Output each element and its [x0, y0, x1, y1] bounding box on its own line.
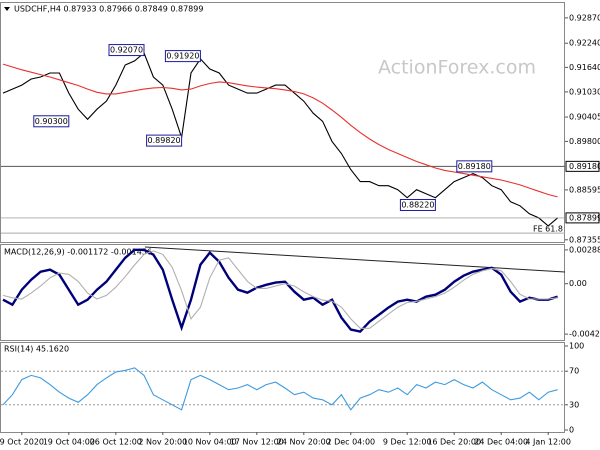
- y-tick-label: 100: [569, 342, 584, 351]
- fib-label: FE 61.8: [533, 225, 563, 234]
- y-tick-label: 0.91030: [569, 87, 600, 96]
- annotation-label: 0.92070: [110, 46, 143, 55]
- x-tick-label: 26 Oct 12:00: [90, 438, 142, 447]
- x-tick-label: 10 Nov 04:00: [183, 438, 237, 447]
- rsi-panel: [0, 342, 565, 433]
- annotation-box: [146, 134, 183, 147]
- last-price-label: 0.87899: [569, 213, 600, 222]
- macd-title: MACD(12,26,9) -0.001172 -0.001456: [4, 248, 152, 257]
- chart-title: USDCHF,H4 0.87933 0.87966 0.87849 0.8789…: [14, 5, 203, 14]
- series-line: [2, 367, 558, 411]
- watermark: ActionForex.com: [378, 57, 536, 79]
- rsi-title: RSI(14) 45.1620: [4, 345, 69, 354]
- y-tick-label: -0.004298: [569, 330, 600, 339]
- x-tick-label: 9 Dec 12:00: [383, 438, 432, 447]
- annotation-label: 0.91920: [166, 52, 199, 61]
- symbol-arrow: [4, 7, 10, 11]
- series-line: [2, 250, 558, 329]
- x-tick-label: 24 Nov 20:00: [277, 438, 331, 447]
- y-tick-label: 0.91640: [569, 63, 600, 72]
- x-tick-label: 17 Nov 12:00: [230, 438, 284, 447]
- y-tick-label: 0.00: [569, 279, 587, 288]
- x-tick-label: 9 Oct 2020: [0, 438, 44, 447]
- x-tick-label: 24 Dec 04:00: [474, 438, 528, 447]
- x-tick-label: 16 Dec 20:00: [427, 438, 481, 447]
- y-tick-label: 0.88595: [569, 185, 600, 194]
- last-price-box: [565, 212, 600, 224]
- series-line: [2, 63, 558, 198]
- x-tick-label: 2 Dec 04:00: [326, 438, 375, 447]
- annotation-label: 0.88220: [401, 200, 434, 209]
- x-tick-label: 19 Oct 04:00: [43, 438, 95, 447]
- y-tick-label: 0.89800: [569, 137, 600, 146]
- macd-panel: [0, 244, 565, 341]
- x-tick-label: 4 Jan 12:00: [525, 438, 571, 447]
- annotation-box: [456, 160, 493, 173]
- y-tick-label: 0.87355: [569, 235, 600, 244]
- price-panel: [0, 2, 565, 243]
- annotation-label: 0.90300: [35, 117, 68, 126]
- y-tick-label: 70: [569, 367, 579, 376]
- macd-trendline: [144, 246, 566, 273]
- x-tick-label: 2 Nov 20:00: [138, 438, 187, 447]
- annotation-box: [399, 198, 436, 211]
- y-tick-label: 0.92870: [569, 13, 600, 22]
- y-tick-label: 0: [569, 426, 574, 435]
- series-line: [2, 51, 558, 227]
- annotation-box: [164, 50, 201, 63]
- annotation-label: 0.89820: [148, 136, 181, 145]
- annotation-box: [33, 115, 70, 128]
- y-tick-label: 0.92240: [569, 39, 600, 48]
- level-box: [565, 160, 600, 172]
- series-line: [2, 248, 558, 333]
- y-tick-label: 0.002883: [569, 245, 600, 254]
- annotation-box: [108, 44, 145, 57]
- level-label: 0.89180: [569, 162, 600, 171]
- annotation-label: 0.89180: [458, 162, 491, 171]
- y-tick-label: 30: [569, 400, 579, 409]
- y-tick-label: 0.90405: [569, 113, 600, 122]
